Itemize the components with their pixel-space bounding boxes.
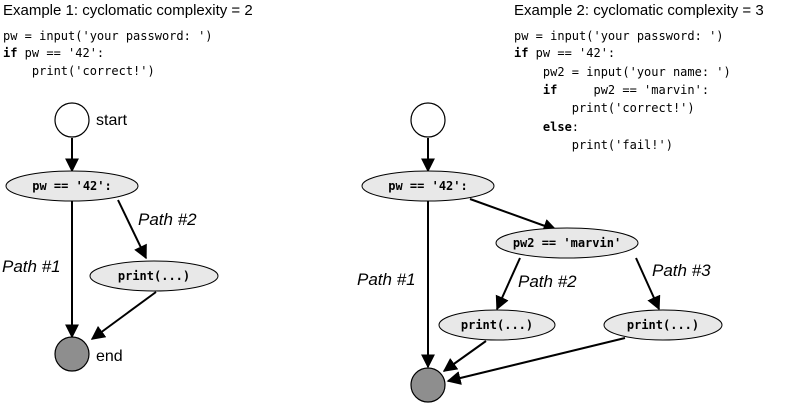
example1-print-label: print(...) xyxy=(118,269,190,283)
example1-code-block: pw = input('your password: ') if pw == '… xyxy=(3,29,213,78)
example1-path1-label: Path #1 xyxy=(2,257,61,276)
example1-path2-label: Path #2 xyxy=(138,210,197,229)
example2-code-line-4: if pw2 == 'marvin': xyxy=(514,83,709,97)
example2-code-line-5: print('correct!') xyxy=(514,101,695,115)
example1-edge-print-to-end xyxy=(90,291,157,340)
example1-start-node xyxy=(54,102,90,138)
example2-path1-label: Path #1 xyxy=(357,270,416,289)
example2-start-node xyxy=(410,102,446,138)
example2-code-line-1: pw = input('your password: ') xyxy=(514,29,724,43)
example1-condition-label: pw == '42': xyxy=(32,179,111,193)
example2-edge-cond1-to-cond2 xyxy=(469,198,558,233)
example2-end-node xyxy=(410,367,446,403)
example1-code-line-1: pw = input('your password: ') xyxy=(3,29,213,43)
example2-code-line-2: if pw == '42': xyxy=(514,46,615,60)
example1-end-node xyxy=(54,336,90,372)
example2-edge-path3 xyxy=(635,257,661,311)
example2-code-line-3: pw2 = input('your name: ') xyxy=(514,65,731,79)
example2-print-b-node xyxy=(603,309,723,341)
example1-title: Example 1: cyclomatic complexity = 2 xyxy=(3,2,253,19)
example1-edge-path2 xyxy=(117,199,147,260)
example2-code-line-6: else: xyxy=(514,120,579,134)
example2-condition2-node xyxy=(495,227,639,259)
example1-code-line-2: if pw == '42': xyxy=(3,46,104,60)
example1-end-label: end xyxy=(96,348,123,365)
example2-condition1-node xyxy=(361,170,495,202)
example2-condition2-label: pw2 == 'marvin' xyxy=(513,236,621,250)
example2-path2-label: Path #2 xyxy=(518,272,577,291)
example2-print-a-label: print(...) xyxy=(461,318,533,332)
example1-code-line-3: print('correct!') xyxy=(3,64,155,78)
example2-title: Example 2: cyclomatic complexity = 3 xyxy=(514,2,764,19)
example1-print-node xyxy=(89,260,219,292)
example2-code-line-7: print('fail!') xyxy=(514,138,673,152)
example1-start-label: start xyxy=(96,112,128,129)
example2-condition1-label: pw == '42': xyxy=(388,179,467,193)
example2-path3-label: Path #3 xyxy=(652,261,711,280)
example2-edge-print-b-to-end xyxy=(446,337,626,385)
example2-edge-path2 xyxy=(495,257,521,311)
example2-print-b-label: print(...) xyxy=(627,318,699,332)
example1-condition-node xyxy=(5,170,139,202)
example2-code-block: pw = input('your password: ') if pw == '… xyxy=(514,29,731,152)
example2-edge-print-a-to-end xyxy=(442,340,487,372)
example2-print-a-node xyxy=(438,309,556,341)
